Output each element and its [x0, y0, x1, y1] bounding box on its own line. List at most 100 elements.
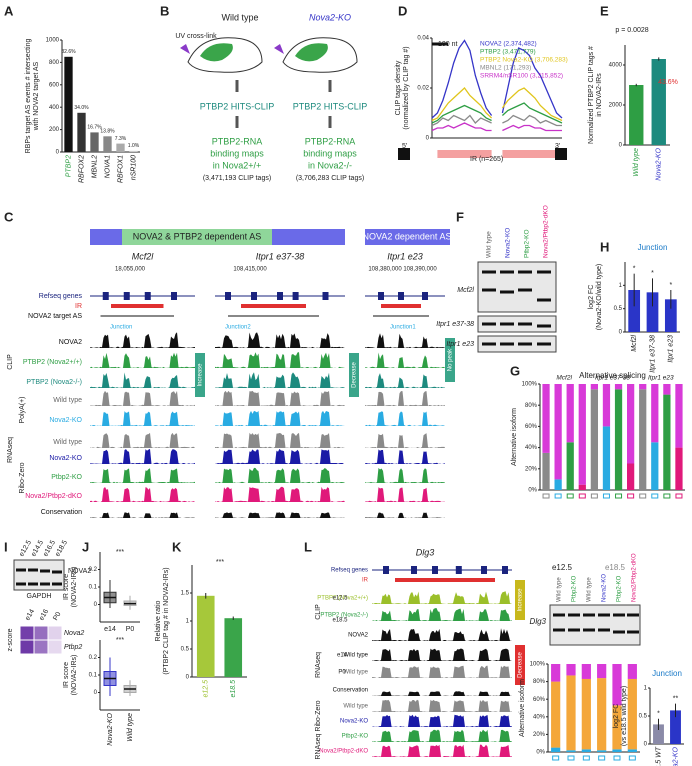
label: binding maps — [303, 148, 357, 158]
heat-cell — [47, 625, 63, 641]
coverage-track — [372, 699, 512, 712]
bar-segment — [590, 389, 598, 490]
bar-segment — [614, 384, 623, 390]
legend-entry: SRRM4/nSR100 (3,215,852) — [480, 73, 563, 80]
panel-letter: L — [304, 539, 312, 554]
exon — [378, 292, 384, 300]
label: e18.5 — [332, 618, 348, 624]
exon — [422, 292, 428, 300]
label: Wild type — [53, 439, 82, 446]
gel-i — [13, 559, 65, 591]
label: Ptbp2-KO — [617, 575, 623, 602]
bar-segment — [663, 394, 671, 490]
coverage-track — [90, 332, 195, 348]
y-tick-label: 60% — [525, 424, 538, 430]
heat-cell — [19, 625, 35, 641]
chart-title: Alternative splicing — [579, 371, 646, 380]
y-tick-label: 0.1 — [89, 673, 98, 679]
call-box — [515, 645, 525, 685]
bar-segment — [581, 749, 591, 752]
coverage-track — [372, 744, 512, 757]
exon — [398, 292, 404, 300]
panel-letter: H — [600, 239, 609, 254]
bar-segment — [566, 675, 576, 751]
genotype-symbol — [566, 493, 574, 499]
line-series — [431, 122, 562, 132]
bar-segment — [581, 664, 591, 679]
annotation: *** — [116, 549, 124, 556]
x-tick-label: Wild type — [633, 148, 640, 177]
bar-segment — [651, 442, 659, 490]
genotype-symbol — [582, 755, 590, 761]
label: NOVA2 dependent AS — [363, 231, 452, 241]
x-tick-label: Itpr1 e37-38 — [649, 335, 656, 373]
genotype-symbol — [578, 493, 586, 499]
y-axis-label: RBPs target AS events # intersecting — [25, 39, 32, 154]
call-box — [445, 338, 455, 382]
coverage-track — [365, 449, 445, 464]
line-series — [431, 87, 563, 122]
bar-segment — [663, 384, 671, 395]
bar — [653, 724, 664, 744]
panel-letter: F — [456, 209, 464, 224]
coverage-track — [90, 448, 195, 464]
label: Ptbp2-KO — [524, 229, 531, 258]
y-tick-label: 0% — [528, 488, 537, 494]
x-tick-label: RBFOX1 — [117, 155, 124, 183]
label: Nova2/Ptbp2-dKO — [25, 493, 82, 500]
coverage-track — [90, 468, 195, 483]
annotation: 3' — [555, 143, 560, 150]
y-axis-label: (vs e18.5 wild type) — [621, 686, 628, 746]
coverage-track — [365, 487, 445, 502]
ir-region — [395, 578, 495, 582]
exon — [171, 292, 177, 300]
coverage-track — [215, 372, 345, 388]
label: PTBP2 (Nova2+/+) — [23, 359, 82, 366]
label: Wild type — [587, 577, 593, 602]
label: (3,706,283 CLIP tags) — [296, 175, 364, 182]
annotation: * — [651, 270, 654, 277]
label: Wild type — [486, 231, 493, 258]
label: Increase — [198, 363, 204, 387]
x-tick-label: e18.5 — [230, 680, 237, 698]
panel-letter: D — [398, 3, 407, 18]
label: Nova2-KO — [340, 719, 368, 725]
y-axis-label: (NOVA2-IRs) — [71, 655, 78, 696]
label: Itpr1 e37-38 — [436, 321, 474, 328]
bar-segment — [627, 678, 637, 750]
genotype-symbol — [554, 493, 562, 499]
label: Refseq genes — [39, 293, 83, 300]
x-tick-label: Wild type — [127, 713, 134, 742]
exon-block — [555, 148, 567, 160]
label: PTBP2 (Nova2+/+) — [317, 596, 368, 602]
chart-title: Junction — [652, 669, 682, 678]
label: NOVA2 — [59, 339, 82, 346]
call-box — [349, 353, 359, 397]
exon — [455, 566, 462, 574]
label: Wild type — [53, 397, 82, 404]
ir-region — [381, 304, 421, 308]
y-tick-label: 60% — [533, 697, 546, 703]
annotation: 1.0% — [128, 143, 140, 149]
label: Ptbp2-KO — [572, 575, 578, 602]
coverage-track — [90, 390, 195, 406]
label: Dlg3 — [416, 547, 435, 557]
label: e16 — [38, 608, 50, 622]
label: Nova2-KO — [49, 417, 82, 424]
y-tick-label: 80% — [533, 679, 546, 685]
bar-segment — [581, 678, 591, 750]
panel-letter: K — [172, 539, 182, 554]
y-tick-label: 4000 — [609, 63, 623, 69]
label: IR — [75, 303, 82, 310]
annotation: 16.7% — [87, 125, 102, 131]
annotation: *** — [216, 559, 224, 566]
coverage-track — [90, 352, 195, 368]
bar-segment — [554, 384, 562, 480]
bar-segment — [612, 664, 622, 706]
line-series — [431, 102, 563, 124]
heat-cell — [33, 625, 49, 641]
label: Ribo-Zero — [19, 462, 26, 493]
label: Wild type — [343, 670, 368, 676]
label: Itpr1 e23 — [648, 375, 674, 382]
coverage-track — [215, 448, 345, 464]
